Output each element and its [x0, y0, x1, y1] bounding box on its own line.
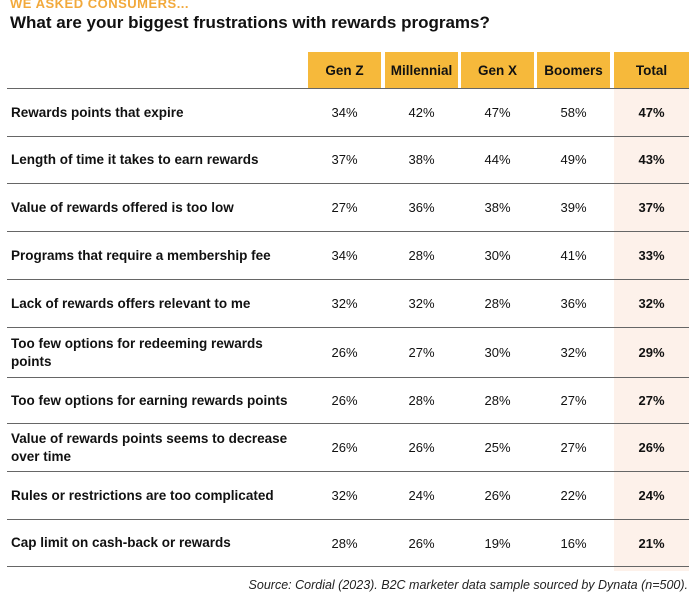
column-header-total: Total: [614, 52, 689, 88]
value-cell: 26%: [331, 440, 358, 455]
table-row: Programs that require a membership fee 34…: [7, 232, 689, 280]
value-cell: 26%: [331, 345, 358, 360]
total-value: 21%: [638, 535, 665, 551]
value-cell: 28%: [484, 296, 511, 311]
value-cell: 34%: [331, 105, 358, 120]
table-row: Value of rewards points seems to decreas…: [7, 424, 689, 472]
row-label: Value of rewards offered is too low: [11, 199, 234, 215]
value-cell: 38%: [484, 200, 511, 215]
total-value: 29%: [638, 345, 665, 360]
row-label: Rules or restrictions are too complicate…: [11, 487, 274, 503]
value-cell: 30%: [484, 345, 511, 360]
value-cell: 32%: [408, 296, 435, 311]
total-column-highlight: [614, 88, 689, 571]
row-label: Programs that require a membership fee: [11, 247, 271, 263]
value-cell: 27%: [408, 345, 435, 360]
source-note: Source: Cordial (2023). B2C marketer dat…: [248, 578, 688, 592]
value-cell: 28%: [408, 248, 435, 263]
row-label: Cap limit on cash-back or rewards: [11, 535, 231, 550]
value-cell: 34%: [331, 248, 358, 263]
column-header-gen-z: Gen Z: [308, 52, 381, 88]
value-cell: 32%: [331, 488, 358, 503]
value-cell: 26%: [484, 488, 511, 503]
total-value: 24%: [638, 488, 665, 503]
value-cell: 30%: [484, 248, 511, 263]
column-header-boomers: Boomers: [537, 52, 610, 88]
total-value: 27%: [638, 393, 665, 408]
table-row: Rewards points that expire 34% 42% 47% 58% 47…: [7, 88, 689, 137]
value-cell: 32%: [331, 296, 358, 311]
table-row: Rules or restrictions are too complicate…: [7, 472, 689, 520]
column-header-millennial: Millennial: [385, 52, 458, 88]
value-cell: 27%: [560, 393, 587, 408]
value-cell: 26%: [408, 535, 435, 551]
value-cell: 39%: [560, 200, 587, 215]
value-cell: 36%: [408, 200, 435, 215]
table-row: Too few options for earning rewards poin…: [7, 378, 689, 424]
total-value: 43%: [638, 152, 665, 167]
value-cell: 38%: [408, 152, 435, 167]
value-cell: 44%: [484, 152, 511, 167]
table-row: Value of rewards offered is too low 27% 36…: [7, 184, 689, 232]
value-cell: 26%: [331, 393, 358, 408]
row-label: Too few options for earning rewards poin…: [11, 392, 288, 408]
value-cell: 25%: [484, 440, 511, 455]
table-row: Lack of rewards offers relevant to me 32%…: [7, 280, 689, 328]
value-cell: 41%: [560, 248, 587, 263]
total-value: 47%: [638, 105, 665, 120]
column-header-gen-x: Gen X: [461, 52, 534, 88]
total-value: 26%: [638, 440, 665, 455]
value-cell: 19%: [484, 535, 511, 551]
value-cell: 16%: [560, 535, 587, 551]
value-cell: 27%: [560, 440, 587, 455]
value-cell: 47%: [484, 105, 511, 120]
value-cell: 32%: [560, 345, 587, 360]
total-value: 33%: [638, 248, 665, 263]
value-cell: 49%: [560, 152, 587, 167]
value-cell: 36%: [560, 296, 587, 311]
value-cell: 28%: [331, 535, 358, 551]
value-cell: 42%: [408, 105, 435, 120]
value-cell: 58%: [560, 105, 587, 120]
row-label: Length of time it takes to earn rewards: [11, 151, 259, 167]
value-cell: 37%: [331, 152, 358, 167]
total-value: 32%: [638, 296, 665, 311]
row-label: Too few options for redeeming rewards po…: [11, 335, 263, 369]
row-label: Value of rewards points seems to decreas…: [11, 430, 288, 464]
row-label: Lack of rewards offers relevant to me: [11, 295, 251, 311]
kicker-text: WE ASKED CONSUMERS...: [10, 0, 190, 11]
value-cell: 24%: [408, 488, 435, 503]
value-cell: 22%: [560, 488, 587, 503]
table-row: Length of time it takes to earn rewards 3…: [7, 136, 689, 184]
table-row: Too few options for redeeming rewards po…: [7, 328, 689, 378]
value-cell: 27%: [331, 200, 358, 215]
table-row: Cap limit on cash-back or rewards 28% 26% 1…: [7, 520, 689, 567]
value-cell: 28%: [408, 393, 435, 408]
page-title: What are your biggest frustrations with …: [10, 13, 490, 32]
total-value: 37%: [638, 200, 665, 215]
value-cell: 28%: [484, 393, 511, 408]
value-cell: 26%: [408, 440, 435, 455]
row-label: Rewards points that expire: [11, 104, 184, 120]
